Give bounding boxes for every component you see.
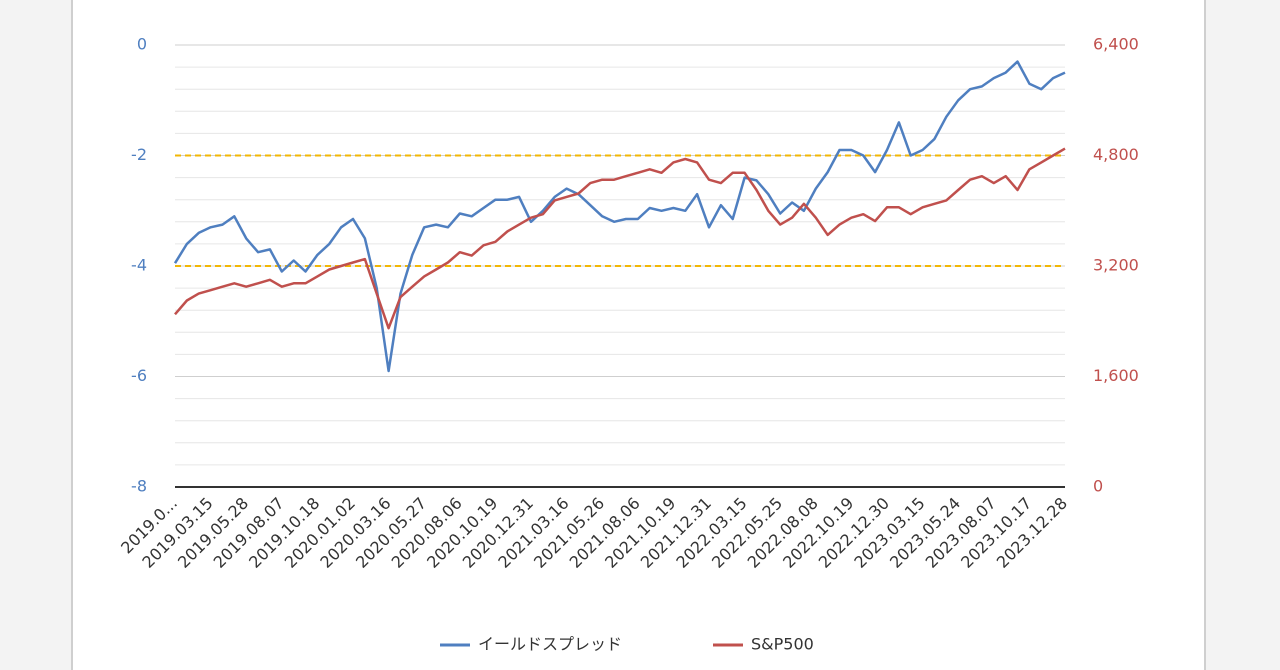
y2-tick-label: 4,800: [1093, 145, 1139, 164]
series-line: [173, 60, 1066, 373]
y2-tick-label: 0: [1093, 477, 1103, 496]
legend-label: イールドスプレッド: [478, 635, 622, 654]
series-line: [174, 147, 1066, 330]
y-tick-label: -2: [131, 145, 147, 164]
y-tick-label: -6: [131, 366, 147, 385]
y-tick-label: -4: [131, 256, 147, 275]
y-tick-label: 0: [137, 35, 147, 54]
y2-tick-label: 6,400: [1093, 35, 1139, 54]
legend-label: S&P500: [751, 635, 814, 654]
y-tick-label: -8: [131, 477, 147, 496]
card: [71, 0, 1206, 670]
y2-tick-label: 1,600: [1093, 366, 1139, 385]
y2-tick-label: 3,200: [1093, 256, 1139, 275]
